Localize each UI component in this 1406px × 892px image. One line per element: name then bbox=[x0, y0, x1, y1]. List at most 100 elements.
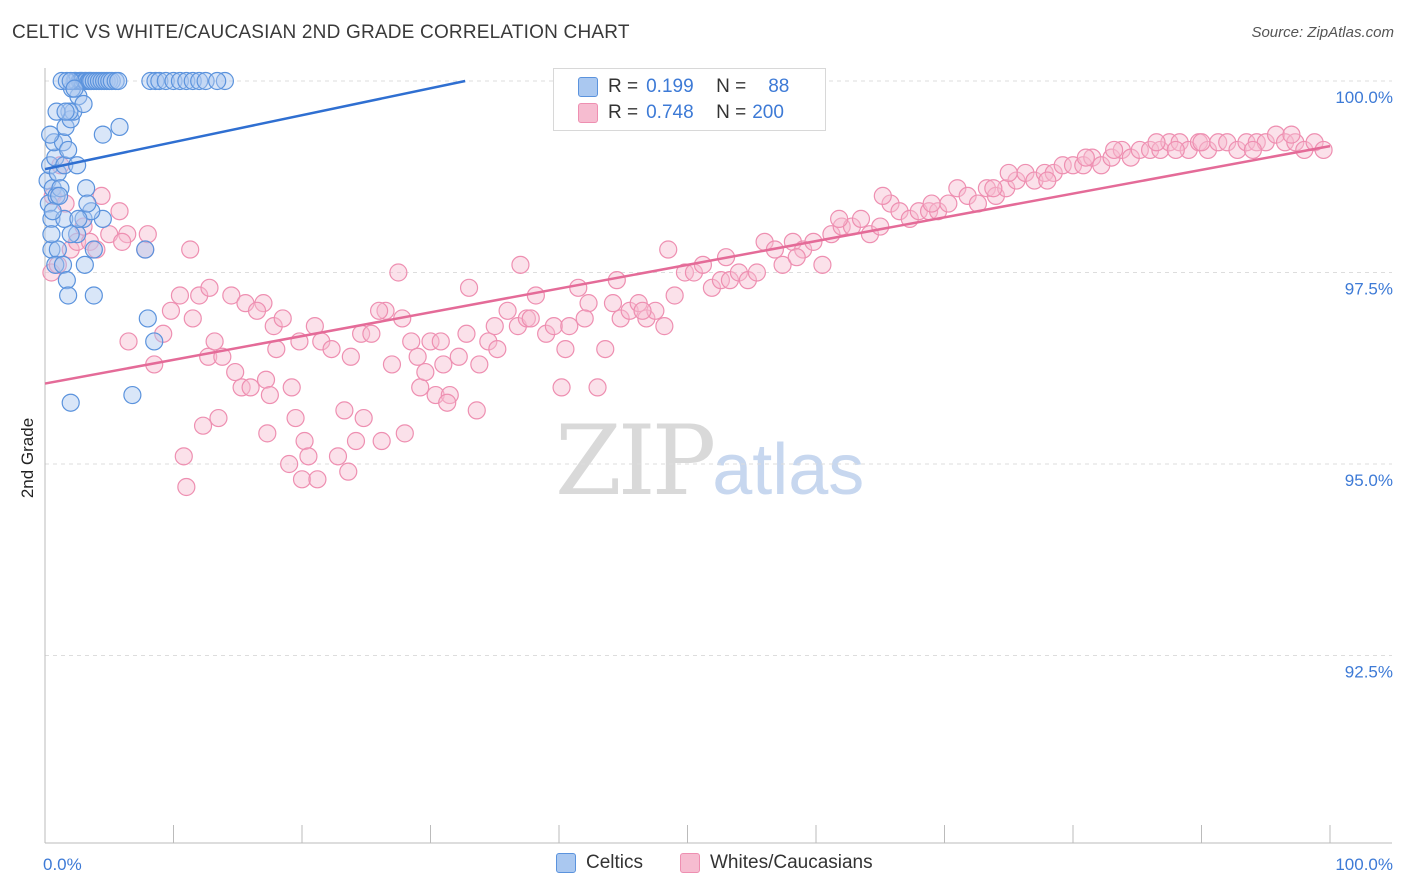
legend-r-value: 0.199 bbox=[646, 76, 694, 97]
white-point bbox=[579, 294, 598, 313]
y-axis-title: 2nd Grade bbox=[18, 418, 37, 498]
white-point bbox=[1105, 140, 1124, 160]
celtic-point bbox=[57, 71, 76, 91]
white-point bbox=[871, 217, 890, 236]
white-point bbox=[890, 202, 909, 221]
white-point bbox=[939, 194, 958, 213]
bottom-legend-label: Celtics bbox=[586, 852, 644, 873]
white-point bbox=[787, 248, 806, 267]
bottom-swatch-whites bbox=[680, 853, 700, 873]
white-point bbox=[633, 301, 652, 320]
white-point bbox=[552, 378, 571, 397]
white-point bbox=[431, 332, 450, 351]
white-point bbox=[1243, 140, 1263, 160]
white-point bbox=[205, 332, 224, 351]
white-point bbox=[659, 240, 678, 259]
white-point bbox=[773, 255, 792, 274]
white-point bbox=[1053, 156, 1072, 175]
celtic-point bbox=[177, 71, 196, 91]
white-point bbox=[247, 301, 267, 320]
white-point bbox=[488, 340, 507, 359]
white-point bbox=[560, 317, 579, 336]
white-point bbox=[416, 362, 435, 382]
legend-swatch-whites bbox=[578, 103, 598, 123]
white-point bbox=[354, 408, 373, 428]
white-point bbox=[1092, 156, 1111, 175]
legend-n-value: 88 bbox=[768, 76, 790, 97]
white-point bbox=[665, 286, 684, 305]
white-point bbox=[1130, 140, 1149, 160]
celtic-point bbox=[136, 240, 155, 259]
chart-title: CELTIC VS WHITE/CAUCASIAN 2ND GRADE CORR… bbox=[12, 22, 630, 43]
white-point bbox=[1192, 133, 1211, 152]
white-point bbox=[517, 309, 536, 328]
legend-row-celtics: R = 0.199 N = 88 bbox=[554, 74, 789, 100]
white-point bbox=[177, 477, 196, 497]
celtic-point bbox=[46, 255, 65, 274]
celtic-point bbox=[146, 71, 165, 91]
celtic-point bbox=[84, 240, 103, 259]
white-point bbox=[408, 347, 427, 366]
celtic-point bbox=[77, 179, 96, 198]
white-point bbox=[110, 202, 129, 221]
white-point bbox=[209, 408, 228, 428]
celtic-point bbox=[53, 255, 73, 274]
bottom-legend-whites: Whites/Caucasians bbox=[680, 852, 873, 874]
white-point bbox=[556, 340, 575, 359]
white-point bbox=[328, 447, 348, 466]
white-point bbox=[457, 324, 476, 343]
trend-line-whites bbox=[44, 144, 1331, 385]
celtic-point bbox=[51, 179, 70, 198]
celtic-point bbox=[41, 125, 60, 144]
white-point bbox=[112, 232, 132, 251]
source-credit: Source: ZipAtlas.com bbox=[1251, 24, 1394, 41]
white-point bbox=[470, 355, 489, 374]
white-point bbox=[295, 431, 314, 451]
legend-n-value: 200 bbox=[752, 102, 784, 123]
y-tick-label: 97.5% bbox=[1345, 280, 1393, 299]
axis-labels: 100.0% 97.5% 95.0% 92.5% 0.0% 100.0% 2nd Grade bbox=[18, 88, 1393, 874]
white-point bbox=[1166, 140, 1185, 160]
celtic-point bbox=[69, 209, 88, 228]
white-point bbox=[813, 255, 832, 274]
celtic-point bbox=[56, 102, 75, 121]
white-point bbox=[603, 294, 623, 313]
celtic-point bbox=[208, 71, 227, 91]
celtic-point bbox=[150, 71, 169, 91]
celtic-point bbox=[42, 209, 61, 228]
celtic-point bbox=[61, 393, 80, 412]
white-point bbox=[346, 431, 366, 451]
trend-line-celtics bbox=[44, 79, 466, 171]
white-point bbox=[830, 209, 849, 228]
white-point bbox=[467, 401, 486, 420]
white-point bbox=[459, 278, 479, 297]
white-point bbox=[282, 378, 301, 397]
white-point bbox=[382, 355, 402, 374]
white-point bbox=[569, 278, 588, 297]
celtic-point bbox=[50, 186, 69, 205]
white-point bbox=[1147, 133, 1166, 152]
white-point bbox=[372, 431, 391, 451]
celtic-point bbox=[109, 71, 128, 91]
white-point bbox=[181, 240, 200, 259]
white-point bbox=[222, 286, 241, 305]
white-point bbox=[280, 454, 299, 474]
celtic-point bbox=[84, 286, 103, 305]
celtic-point bbox=[145, 332, 164, 351]
white-point bbox=[411, 378, 430, 397]
white-point bbox=[256, 370, 276, 389]
series-whites-caucasians bbox=[42, 125, 1333, 497]
white-point bbox=[948, 179, 967, 198]
white-point bbox=[341, 347, 360, 366]
y-tick-label: 100.0% bbox=[1335, 88, 1393, 107]
white-point bbox=[286, 408, 305, 428]
celtic-point bbox=[190, 71, 209, 91]
white-point bbox=[544, 317, 563, 336]
white-point bbox=[747, 263, 766, 282]
white-point bbox=[646, 301, 665, 320]
axes bbox=[44, 68, 1392, 844]
white-point bbox=[449, 347, 468, 366]
white-point bbox=[200, 278, 219, 297]
celtic-point bbox=[42, 225, 61, 244]
legend-r-label: R = bbox=[608, 102, 639, 123]
